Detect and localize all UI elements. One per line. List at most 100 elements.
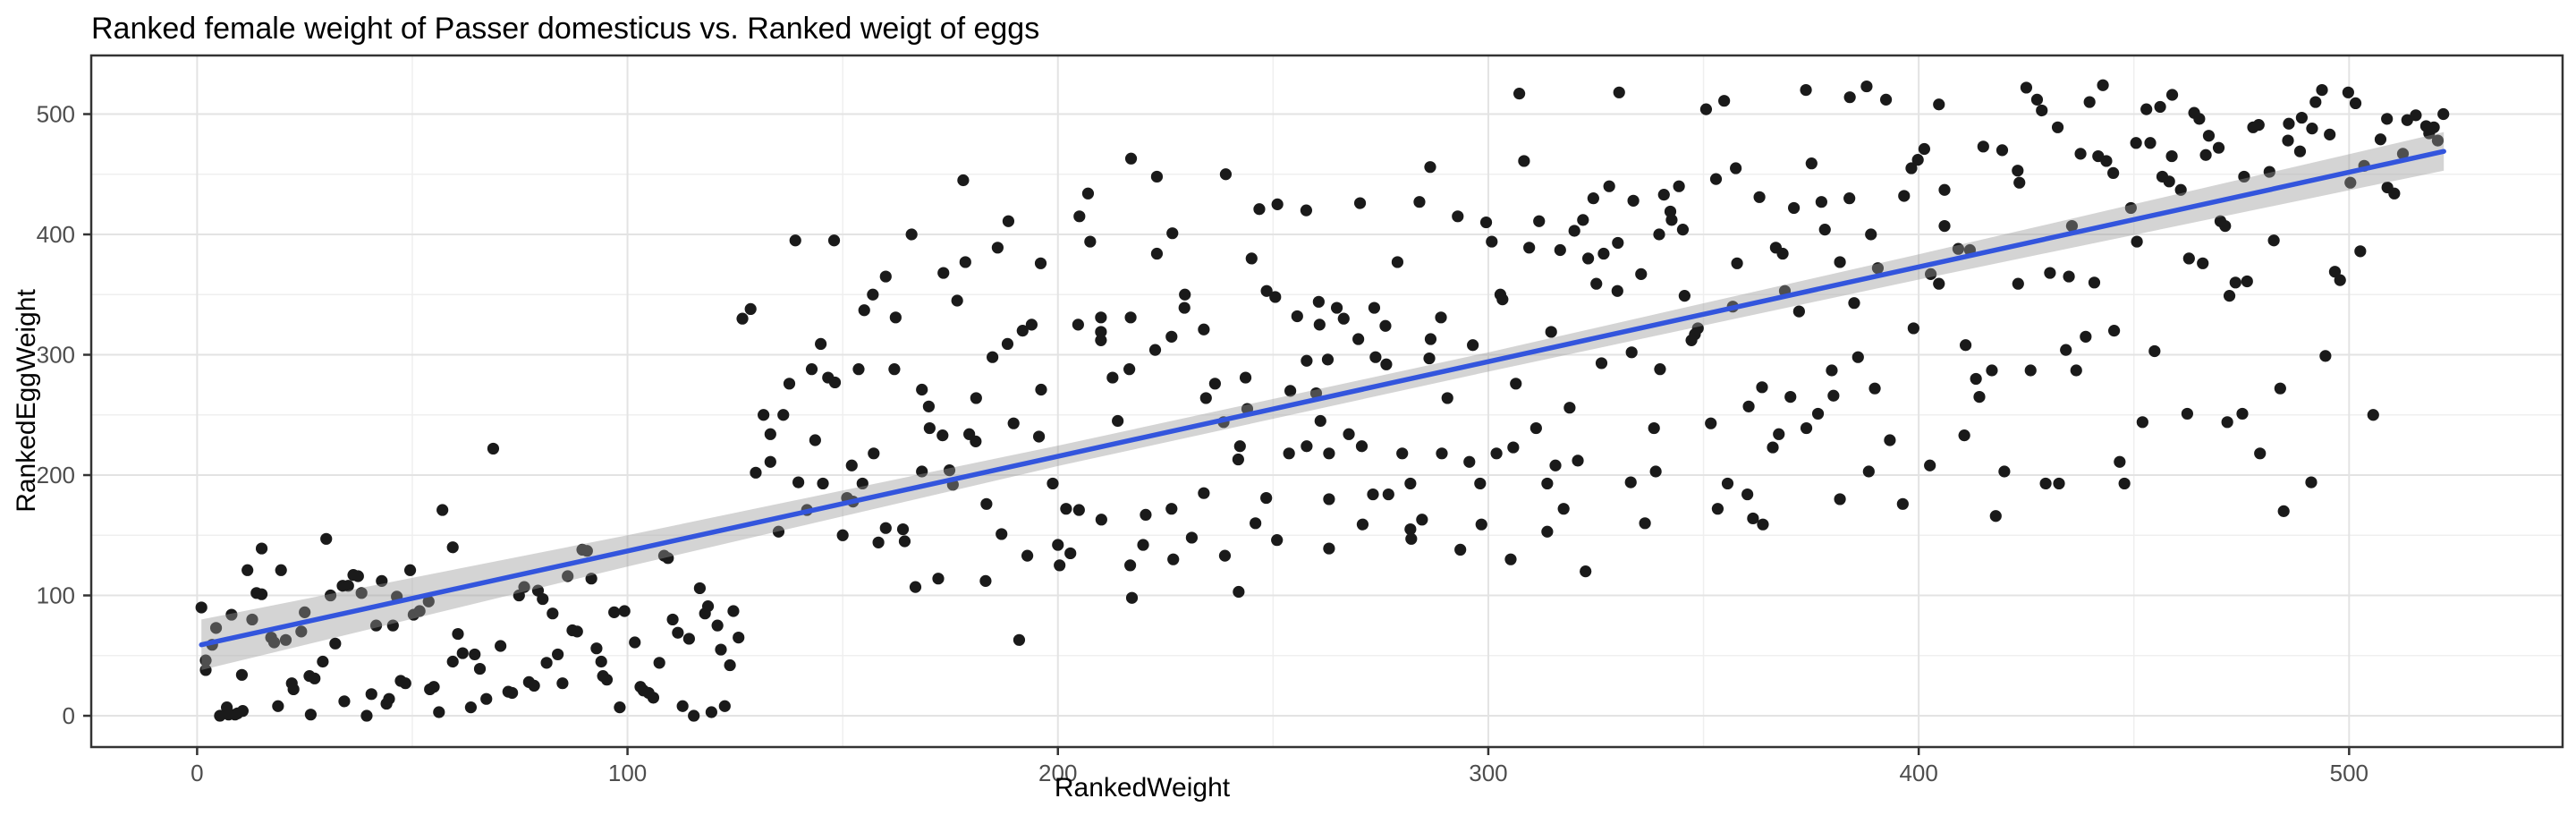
data-point (1404, 477, 1417, 490)
data-point (879, 270, 892, 283)
data-point (764, 455, 776, 468)
data-point (1742, 400, 1755, 412)
data-point (1095, 334, 1107, 346)
data-point (1924, 459, 1936, 471)
data-point (1467, 339, 1479, 352)
panel-background (91, 55, 2563, 747)
data-point (1730, 162, 1742, 174)
data-point (2401, 114, 2413, 126)
y-tick-label: 100 (37, 582, 75, 609)
data-point (2182, 252, 2195, 265)
data-point (590, 642, 603, 655)
data-point (537, 592, 549, 606)
data-point (693, 582, 707, 595)
data-point (970, 435, 982, 447)
data-point (2131, 235, 2143, 248)
data-point (199, 654, 212, 667)
data-point (1218, 549, 1232, 562)
data-point (1635, 268, 1648, 280)
data-point (428, 681, 440, 693)
data-point (1815, 196, 1827, 208)
data-point (1952, 242, 1965, 255)
data-point (815, 337, 827, 351)
data-point (1424, 333, 1437, 345)
data-point (2305, 476, 2318, 488)
data-point (595, 655, 607, 668)
data-point (1081, 187, 1095, 200)
data-point (1649, 465, 1662, 478)
data-point (1245, 252, 1258, 265)
data-point (1998, 465, 2011, 478)
data-point (1309, 387, 1323, 400)
data-point (242, 564, 254, 576)
data-point (2148, 344, 2161, 358)
data-point (2070, 364, 2082, 377)
data-point (1973, 390, 1986, 404)
data-point (923, 421, 936, 435)
data-point (2334, 274, 2346, 286)
data-point (2065, 219, 2079, 233)
data-point (446, 541, 459, 554)
data-point (2088, 276, 2101, 289)
data-point (916, 383, 928, 396)
data-point (552, 648, 564, 661)
data-point (1330, 302, 1343, 314)
data-point (1612, 236, 1624, 250)
data-point (758, 409, 770, 421)
data-point (1896, 497, 1909, 510)
data-point (905, 228, 918, 241)
data-point (299, 606, 311, 618)
data-point (1095, 311, 1107, 324)
data-point (970, 392, 982, 404)
data-point (2080, 330, 2092, 343)
data-point (1353, 197, 1367, 209)
data-point (456, 647, 469, 659)
data-point (1185, 531, 1199, 544)
data-point (1490, 447, 1503, 460)
data-point (1541, 477, 1554, 490)
data-point (2254, 447, 2267, 460)
data-point (342, 580, 354, 592)
data-point (225, 608, 238, 621)
data-point (951, 294, 963, 307)
data-point (2165, 89, 2179, 101)
data-point (987, 351, 999, 363)
data-point (2293, 145, 2307, 157)
x-tick-label: 500 (2330, 760, 2368, 786)
data-point (789, 234, 801, 247)
data-point (267, 636, 281, 649)
data-point (1673, 180, 1685, 192)
data-point (2423, 127, 2436, 140)
data-point (2214, 215, 2227, 227)
data-point (2283, 117, 2295, 130)
data-point (2212, 141, 2225, 154)
data-point (936, 429, 949, 442)
data-point (433, 706, 445, 718)
data-point (1776, 247, 1789, 260)
data-point (1977, 140, 1989, 153)
data-point (2165, 149, 2178, 163)
data-point (1178, 302, 1191, 314)
data-point (1123, 363, 1136, 376)
data-point (2431, 134, 2445, 147)
data-point (1653, 228, 1665, 241)
data-point (1474, 477, 1487, 490)
data-point (1811, 407, 1825, 420)
data-point (452, 627, 464, 641)
data-point (2063, 270, 2075, 283)
data-point (571, 625, 583, 638)
data-point (1416, 514, 1428, 526)
data-point (1678, 290, 1690, 302)
data-point (2396, 148, 2410, 160)
data-point (1572, 454, 1584, 467)
data-point (1054, 559, 1066, 572)
data-point (1167, 553, 1180, 565)
data-point (682, 633, 695, 645)
data-point (733, 632, 745, 644)
data-point (1613, 86, 1625, 98)
data-point (2374, 133, 2387, 146)
data-point (2267, 234, 2280, 247)
data-point (1072, 319, 1084, 331)
data-point (1938, 219, 1951, 233)
data-point (1545, 326, 1557, 338)
